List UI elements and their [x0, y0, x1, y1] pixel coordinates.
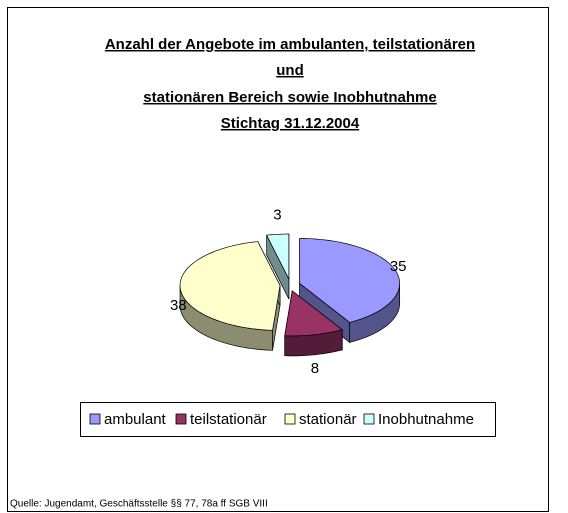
slice [266, 233, 290, 280]
chart-title: und [276, 62, 304, 79]
data-label: 38 [170, 297, 187, 314]
slice [284, 290, 344, 337]
legend-swatch [363, 413, 375, 425]
legend-label: stationär [299, 411, 357, 428]
slice [179, 241, 281, 331]
data-label: 3 [273, 207, 281, 224]
legend-label: teilstationär [190, 411, 267, 428]
chart-title: Stichtag 31.12.2004 [221, 115, 360, 132]
legend-label: Inobhutnahme [378, 411, 474, 428]
legend-swatch [284, 413, 296, 425]
slice [299, 238, 401, 323]
data-label: 35 [390, 258, 407, 275]
legend-swatch [89, 413, 101, 425]
chart-title: stationären Bereich sowie Inobhutnahme [143, 89, 436, 106]
chart-title: Anzahl der Angebote im ambulanten, teils… [105, 36, 475, 53]
source-note: Quelle: Jugendamt, Geschäftsstelle §§ 77… [10, 499, 268, 510]
data-label: 8 [311, 360, 319, 377]
legend-swatch [175, 413, 187, 425]
legend-label: ambulant [104, 411, 167, 428]
